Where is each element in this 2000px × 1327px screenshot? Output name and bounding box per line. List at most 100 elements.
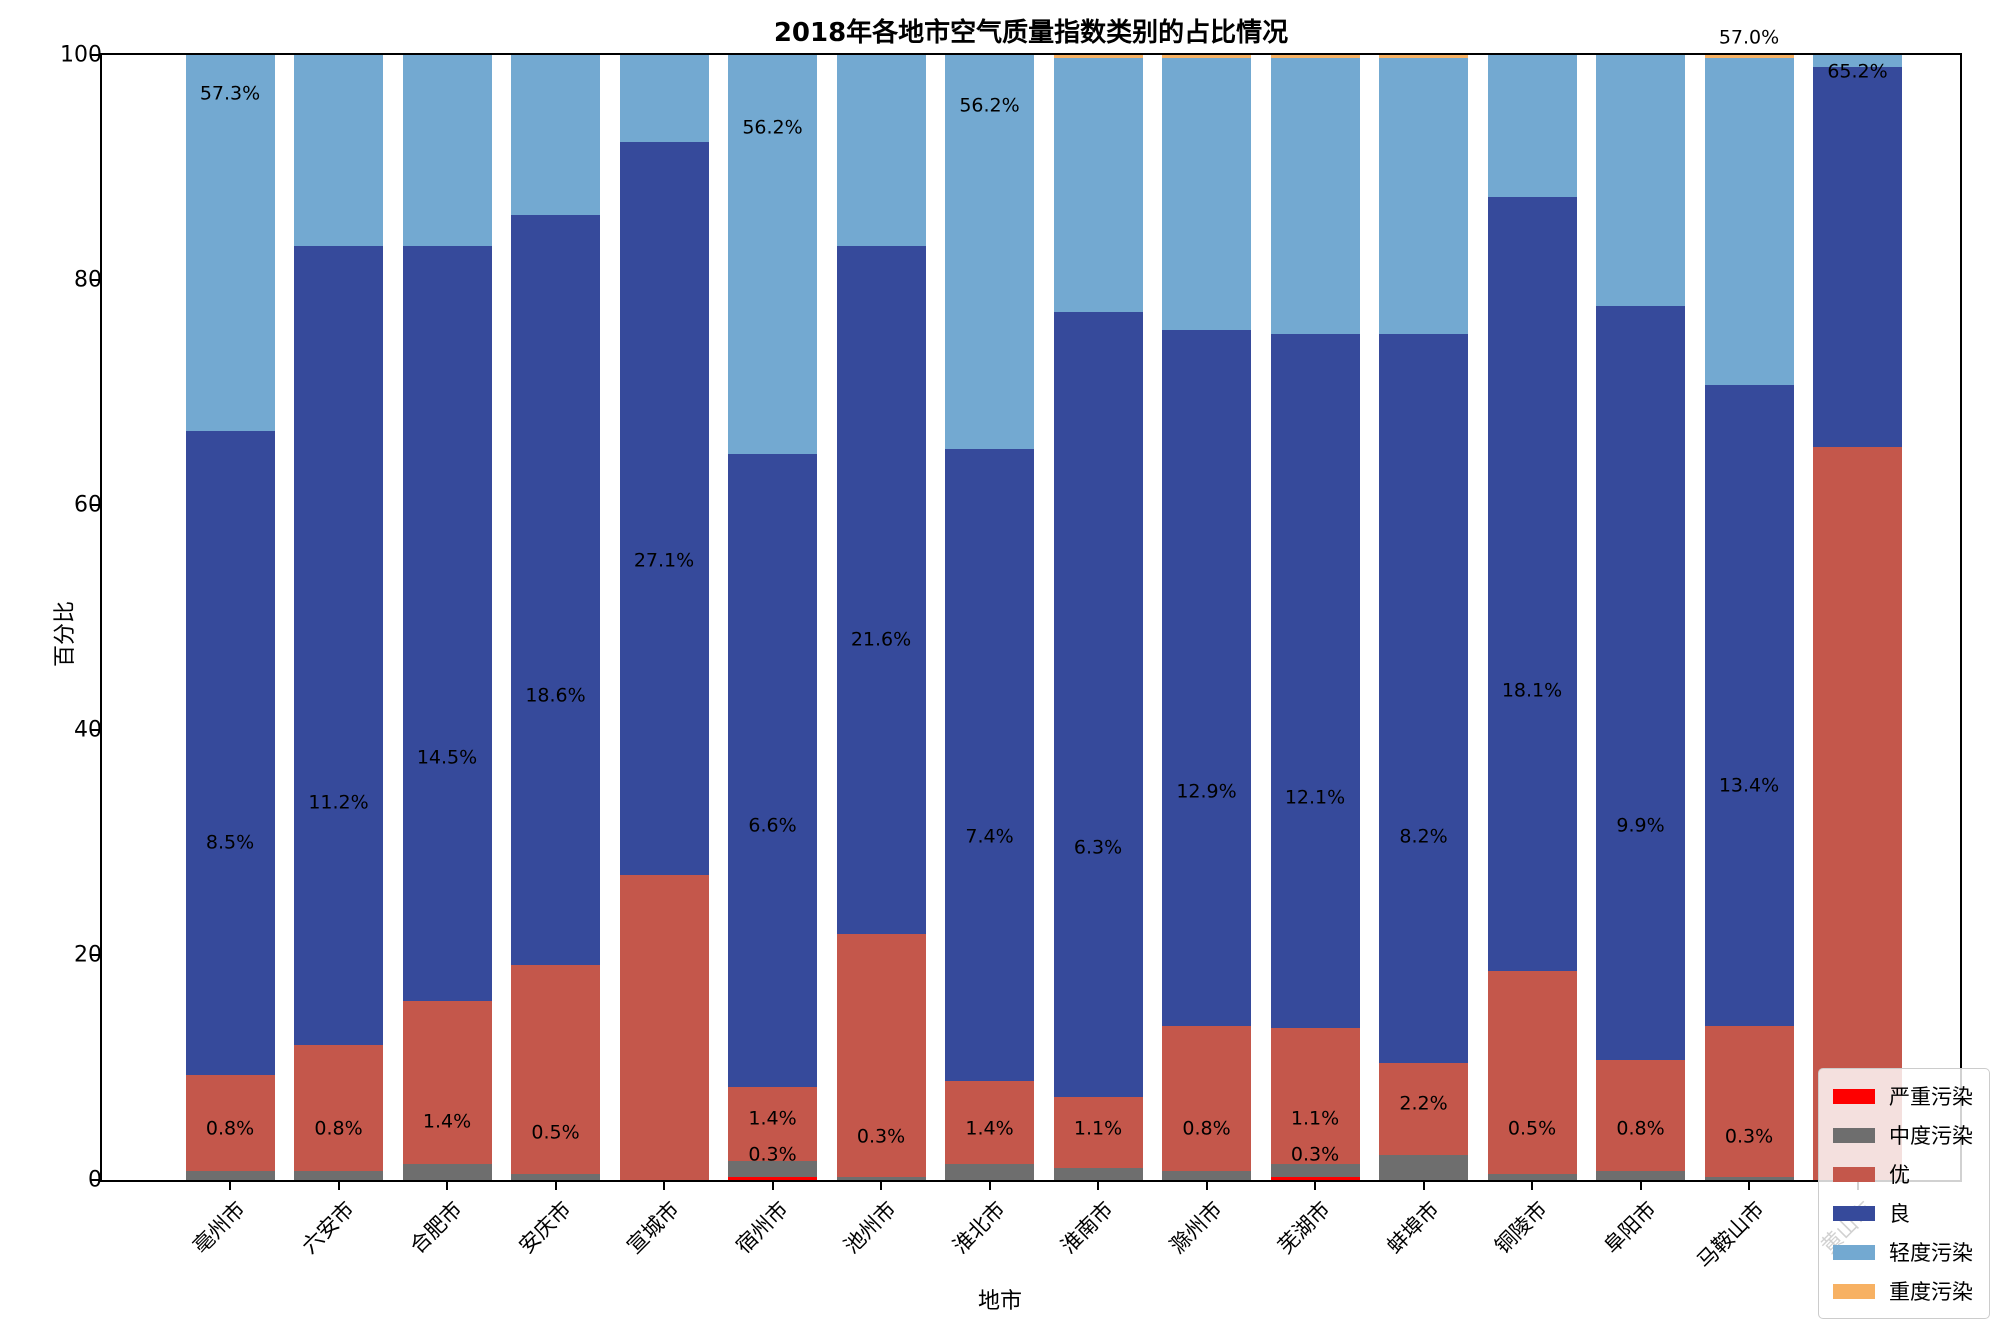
bar-segment-优 [836,933,926,1177]
bar-segment-优 [1813,446,1902,1180]
bar-value-label: 65.2% [1827,60,1888,83]
bar-segment-优 [511,965,600,1175]
bar-铜陵市: 0.5% 18.1% [1487,55,1577,1180]
bar-value-label: 0.8% [205,1117,255,1140]
bar-segment-优 [1596,1059,1685,1171]
bar-segment-中度污染 [836,1176,926,1180]
bar-segment-中度污染 [1596,1171,1685,1180]
bar-segment-优 [185,1075,275,1171]
bar-segment-轻度污染 [1162,58,1251,330]
bar-segment-优 [728,1086,817,1161]
bar-亳州市: 0.8% 8.5% 57.3% [185,55,275,1180]
legend-swatch-icon [1833,1088,1875,1104]
legend-swatch-icon [1833,1244,1875,1260]
x-tick-mark [1097,1180,1099,1190]
bar-segment-良 [1487,196,1577,971]
x-axis-label: 地市 [977,1289,1022,1314]
legend-swatch-icon [1833,1166,1875,1182]
bar-value-label: 0.3% [748,1143,797,1166]
y-tick-label: 100 [60,42,102,68]
legend-label: 优 [1889,1163,1910,1187]
y-tick-label: 0 [88,1167,102,1193]
bar-segment-轻度污染 [1379,58,1468,334]
bar-segment-中度污染 [1704,1176,1794,1180]
y-axis-label: 百分比 [53,600,79,667]
bar-六安市: 0.8% 11.2% [294,55,383,1180]
bar-value-label: 18.1% [1501,679,1563,702]
bar-value-label: 1.4% [965,1117,1014,1140]
bar-segment-中度污染 [1162,1171,1251,1180]
bar-segment-轻度污染 [728,55,817,455]
bar-segment-轻度污染 [1053,58,1143,312]
bar-value-label: 27.1% [633,549,695,572]
bar-value-label: 1.4% [422,1110,472,1132]
x-tick-mark [229,1180,231,1190]
x-tick-mark [1205,1180,1208,1190]
bar-segment-优 [1053,1096,1143,1168]
bar-value-label: 6.3% [1073,836,1123,859]
bar-value-label: 1.1% [1290,1107,1340,1130]
bar-value-label: 56.2% [959,94,1020,117]
bar-value-label: 57.0% [1718,26,1780,49]
bar-segment-良 [402,246,492,1002]
bar-segment-良 [511,214,600,966]
bar-value-label: 2.2% [1399,1092,1448,1114]
y-tick-label: 20 [74,942,102,968]
x-tick-mark [1639,1180,1642,1190]
bar-value-label: 1.1% [1073,1117,1123,1140]
bar-segment-优 [1487,970,1577,1175]
bar-value-label: 0.8% [314,1117,363,1140]
bar-segment-良 [1379,334,1468,1063]
bar-segment-中度污染 [402,1164,492,1180]
x-tick-mark [554,1180,557,1190]
bar-segment-轻度污染 [1704,58,1794,385]
bar-滁州市: 0.8% 12.9% [1162,55,1251,1180]
y-tick-mark [90,729,102,731]
bar-segment-良 [185,430,275,1076]
bar-segment-良 [1053,311,1143,1097]
bar-segment-良 [945,448,1034,1081]
bar-segment-轻度污染 [619,55,709,142]
x-tick-mark [988,1180,991,1190]
bar-segment-中度污染 [1270,1164,1360,1177]
bar-segment-良 [728,454,817,1087]
bar-value-label: 1.4% [748,1107,797,1130]
x-tick-mark [880,1180,882,1190]
y-tick-mark [90,279,102,281]
plot-area: 百分比 0 20 40 60 80 100 0.8% 8.5% 57.3% 亳州市 0.8% 11.2… [53,28,1962,1273]
bar-value-label: 0.5% [1507,1117,1557,1140]
bar-segment-中度污染 [1379,1155,1468,1180]
legend-swatch-icon [1833,1283,1875,1299]
bar-segment-轻度污染 [294,55,383,247]
bar-segment-重度污染 [1053,55,1143,59]
bar-value-label: 14.5% [416,746,478,769]
bar-segment-重度污染 [1270,55,1360,59]
bar-黄山市: 65.2% [1813,55,1902,1180]
bar-segment-优 [945,1081,1034,1165]
legend-swatch-icon [1833,1127,1875,1143]
y-tick-label: 80 [74,267,102,293]
bar-segment-轻度污染 [836,55,926,247]
legend-label: 中度污染 [1889,1124,1973,1148]
bar-segment-优 [1270,1028,1360,1165]
y-tick-mark [90,54,102,56]
bar-value-label: 21.6% [850,628,912,651]
bar-segment-中度污染 [511,1174,600,1180]
bar-segment-优 [1162,1025,1251,1171]
bar-合肥市: 1.4% 14.5% [402,55,492,1180]
bar-阜阳市: 0.8% 9.9% [1596,55,1685,1180]
bar-segment-优 [1379,1063,1468,1156]
bar-segment-重度污染 [1379,55,1468,59]
bar-segment-良 [1270,334,1360,1029]
legend-swatch-icon [1833,1205,1875,1221]
bar-value-label: 7.4% [965,825,1014,848]
bar-value-label: 9.9% [1616,814,1665,837]
bar-segment-中度污染 [185,1171,275,1180]
bar-value-label: 12.1% [1284,786,1346,808]
bar-value-label: 8.5% [205,831,255,853]
bar-value-label: 8.2% [1399,825,1448,848]
bar-segment-严重污染 [728,1176,817,1180]
bar-蚌埠市: 2.2% 8.2% [1379,55,1468,1180]
bar-segment-轻度污染 [511,55,600,215]
